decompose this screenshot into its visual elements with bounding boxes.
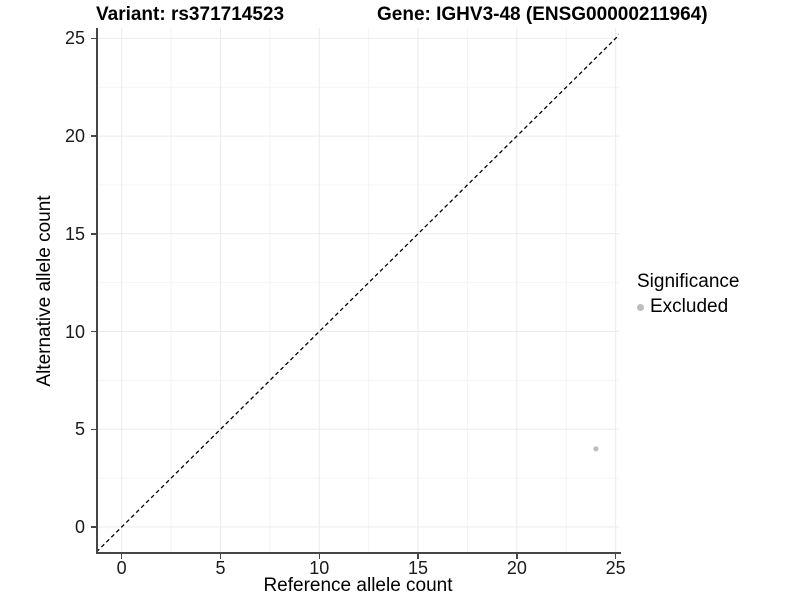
legend: Significance Excluded bbox=[637, 271, 739, 318]
x-tick-label: 5 bbox=[215, 558, 226, 578]
y-tick-mark bbox=[90, 526, 96, 528]
plot-title-gene: Gene: IGHV3-48 (ENSG00000211964) bbox=[377, 4, 708, 25]
x-tick-label: 20 bbox=[506, 558, 527, 578]
x-tick-mark bbox=[120, 554, 123, 559]
x-tick-label: 15 bbox=[408, 558, 429, 578]
y-tick-mark bbox=[90, 37, 96, 40]
plot-panel bbox=[97, 28, 619, 552]
y-axis-title: Alternative allele count bbox=[34, 195, 55, 387]
data-point bbox=[593, 446, 599, 452]
y-tick-mark bbox=[90, 233, 96, 235]
x-tick-label: 0 bbox=[116, 558, 127, 578]
x-tick-mark bbox=[318, 554, 321, 559]
y-tick-label: 15 bbox=[64, 223, 85, 244]
identity-reference-line bbox=[97, 34, 619, 552]
y-tick-label: 0 bbox=[74, 516, 85, 537]
x-tick-mark bbox=[516, 554, 518, 559]
x-tick-mark bbox=[614, 554, 617, 559]
y-tick-label: 5 bbox=[74, 419, 85, 440]
excluded-point-icon bbox=[637, 303, 644, 311]
y-tick-label: 25 bbox=[64, 28, 85, 49]
y-tick-mark bbox=[90, 330, 96, 333]
y-tick-mark bbox=[90, 428, 96, 430]
x-axis-line bbox=[95, 552, 621, 554]
x-tick-label: 10 bbox=[309, 558, 330, 578]
y-tick-label: 10 bbox=[64, 321, 85, 342]
legend-item-label: Excluded bbox=[650, 296, 729, 317]
legend-title: Significance bbox=[637, 271, 740, 292]
y-axis-line bbox=[95, 28, 98, 554]
y-tick-label: 20 bbox=[64, 126, 85, 147]
legend-item-excluded: Excluded bbox=[637, 296, 739, 318]
x-tick-label: 25 bbox=[605, 558, 626, 578]
y-tick-mark bbox=[90, 135, 96, 137]
x-tick-mark bbox=[219, 554, 222, 559]
plot-title-variant: Variant: rs371714523 bbox=[96, 4, 285, 25]
x-axis-title: Reference allele count bbox=[263, 575, 453, 596]
x-tick-mark bbox=[417, 554, 419, 559]
